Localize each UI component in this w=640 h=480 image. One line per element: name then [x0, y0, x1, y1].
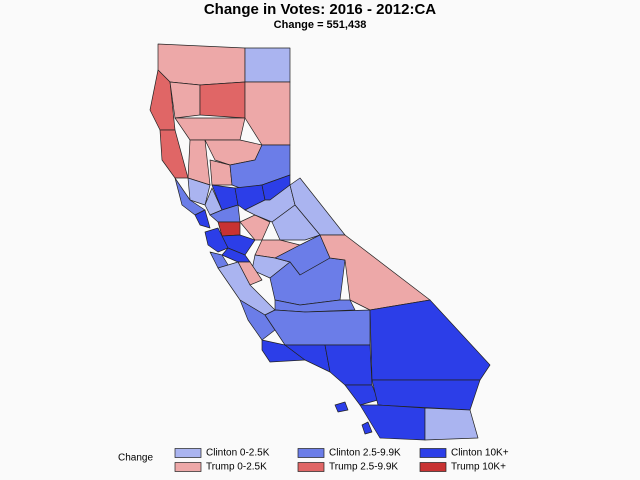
legend-swatch	[419, 462, 447, 472]
county	[264, 309, 371, 346]
legend-swatch	[174, 462, 202, 472]
legend-label: Clinton 0-2.5K	[206, 448, 270, 459]
legend-swatch	[297, 448, 325, 458]
county	[239, 214, 271, 241]
county	[169, 81, 201, 119]
county	[344, 384, 379, 406]
legend-swatch	[419, 448, 447, 458]
legend-title: Change	[118, 453, 153, 464]
legend-label: Trump 2.5-9.9K	[329, 462, 398, 473]
county	[239, 299, 276, 341]
county	[359, 404, 426, 441]
legend-label: Trump 10K+	[451, 462, 506, 473]
county	[174, 117, 246, 141]
county	[319, 234, 431, 311]
map-subtitle: Change = 551,438	[274, 19, 367, 31]
legend-label: Clinton 10K+	[451, 448, 509, 459]
county	[271, 204, 321, 241]
legend-label: Trump 0-2.5K	[206, 462, 267, 473]
county	[261, 339, 306, 363]
county	[361, 421, 373, 435]
county	[324, 344, 373, 386]
county	[157, 43, 246, 86]
legend-label: Clinton 2.5-9.9K	[329, 448, 401, 459]
county	[199, 81, 246, 119]
county	[244, 47, 291, 83]
county	[194, 209, 211, 229]
county	[244, 81, 291, 146]
map-title: Change in Votes: 2016 - 2012:CA	[204, 1, 436, 18]
county	[159, 129, 189, 179]
county	[334, 401, 349, 413]
legend-swatch	[174, 448, 202, 458]
county	[369, 299, 491, 381]
legend: Change Clinton 0-2.5K Trump 0-2.5K Clinton…	[118, 448, 509, 473]
county	[424, 407, 479, 441]
county	[187, 139, 211, 186]
county	[209, 204, 241, 223]
legend-swatch	[297, 462, 325, 472]
county-map	[149, 43, 491, 441]
